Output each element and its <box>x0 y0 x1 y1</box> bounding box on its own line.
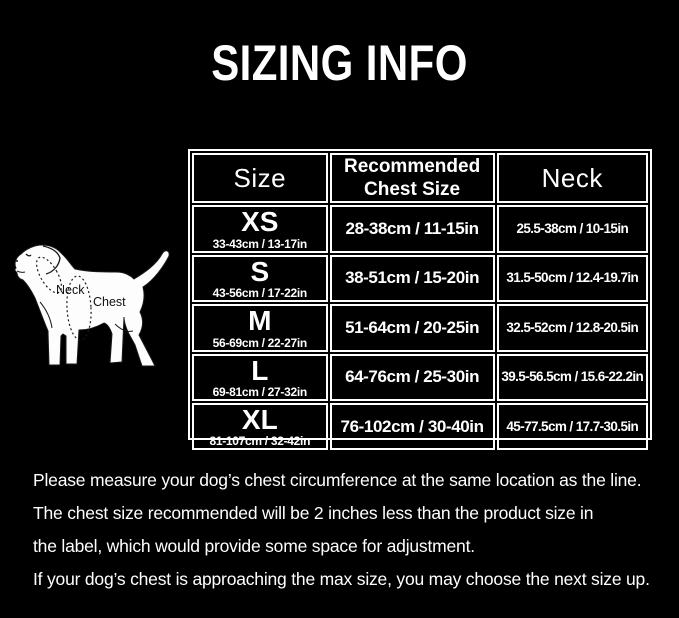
size-range: 56-69cm / 22-27in <box>212 335 308 350</box>
size-cell-xs: XS 33-43cm / 13-17in <box>192 205 328 253</box>
header-chest-line2: Chest Size <box>364 179 461 201</box>
neck-cell-xs: 25.5-38cm / 10-15in <box>496 205 648 253</box>
size-range: 69-81cm / 27-32in <box>212 384 308 399</box>
neck-value: 32.5-52cm / 12.8-20.5in <box>506 319 639 335</box>
note-line-3: the label, which would provide some spac… <box>33 536 475 556</box>
size-cell-s: S 43-56cm / 17-22in <box>192 254 328 303</box>
dog-shoulder-line <box>39 301 53 329</box>
dog-illustration: Neck Chest <box>14 244 170 367</box>
size-letter: L <box>251 354 269 386</box>
size-table-container: Size Recommended Chest Size Neck XS 33-4… <box>188 149 652 451</box>
note-line-2: The chest size recommended will be 2 inc… <box>33 503 594 523</box>
neck-measure-line <box>35 256 63 294</box>
neck-value: 45-77.5cm / 17.7-30.5in <box>506 418 639 434</box>
size-letter: XL <box>241 403 278 435</box>
header-chest: Recommended Chest Size <box>329 153 495 204</box>
neck-label: Neck <box>56 283 85 297</box>
chest-cell-s: 38-51cm / 15-20in <box>329 254 495 303</box>
chest-measure-line <box>66 275 92 341</box>
table-row-xs: XS 33-43cm / 13-17in 28-38cm / 11-15in 2… <box>192 205 648 253</box>
size-table: Size Recommended Chest Size Neck XS 33-4… <box>190 151 650 452</box>
chest-cell-m: 51-64cm / 20-25in <box>329 304 495 352</box>
neck-cell-l: 39.5-56.5cm / 15.6-22.2in <box>496 353 648 401</box>
chest-cell-l: 64-76cm / 25-30in <box>329 353 495 401</box>
size-range: 81-107cm / 32-42in <box>209 434 311 449</box>
page-title: SIZING INFO <box>211 35 468 91</box>
chest-cell-xs: 28-38cm / 11-15in <box>329 205 495 253</box>
header-neck: Neck <box>496 153 648 204</box>
dog-measurement-diagram: Neck Chest <box>12 238 184 378</box>
neck-value: 39.5-56.5cm / 15.6-22.2in <box>501 369 644 385</box>
dog-ear-line <box>42 245 61 275</box>
note-line-1: Please measure your dog’s chest circumfe… <box>33 470 642 490</box>
measurement-notes: Please measure your dog’s chest circumfe… <box>33 464 673 596</box>
dog-body-shape <box>14 244 170 367</box>
dog-mouth-line <box>16 270 26 273</box>
table-header-row: Size Recommended Chest Size Neck <box>192 153 648 204</box>
chest-value: 28-38cm / 11-15in <box>345 219 479 239</box>
neck-cell-m: 32.5-52cm / 12.8-20.5in <box>496 304 648 352</box>
neck-value: 25.5-38cm / 10-15in <box>516 221 629 237</box>
size-cell-l: L 69-81cm / 27-32in <box>192 353 328 401</box>
table-row-xl: XL 81-107cm / 32-42in 76-102cm / 30-40in… <box>192 402 648 451</box>
chest-value: 64-76cm / 25-30in <box>345 367 480 387</box>
size-letter: M <box>248 305 272 337</box>
size-letter: XS <box>241 206 279 238</box>
size-range: 43-56cm / 17-22in <box>212 286 308 301</box>
header-chest-line1: Recommended <box>343 156 481 177</box>
table-row-l: L 69-81cm / 27-32in 64-76cm / 25-30in 39… <box>192 353 648 401</box>
dog-thigh-line <box>114 323 134 332</box>
neck-cell-s: 31.5-50cm / 12.4-19.7in <box>496 254 648 303</box>
neck-value: 31.5-50cm / 12.4-19.7in <box>506 270 639 286</box>
dog-eye <box>25 253 32 257</box>
header-size-label: Size <box>233 162 287 193</box>
header-size: Size <box>192 153 328 204</box>
chest-value: 51-64cm / 20-25in <box>345 317 480 337</box>
size-letter: S <box>250 255 270 287</box>
header-neck-label: Neck <box>541 162 603 193</box>
neck-cell-xl: 45-77.5cm / 17.7-30.5in <box>496 402 648 451</box>
chest-cell-xl: 76-102cm / 30-40in <box>329 402 495 451</box>
size-range: 33-43cm / 13-17in <box>212 236 308 251</box>
note-line-4: If your dog’s chest is approaching the m… <box>33 569 650 589</box>
chest-value: 76-102cm / 30-40in <box>340 416 484 436</box>
table-row-m: M 56-69cm / 22-27in 51-64cm / 20-25in 32… <box>192 304 648 352</box>
dog-nose-dot <box>16 260 18 262</box>
table-row-s: S 43-56cm / 17-22in 38-51cm / 15-20in 31… <box>192 254 648 303</box>
size-cell-m: M 56-69cm / 22-27in <box>192 304 328 352</box>
size-cell-xl: XL 81-107cm / 32-42in <box>192 402 328 451</box>
chest-label: Chest <box>93 295 126 309</box>
chest-value: 38-51cm / 15-20in <box>345 268 480 288</box>
